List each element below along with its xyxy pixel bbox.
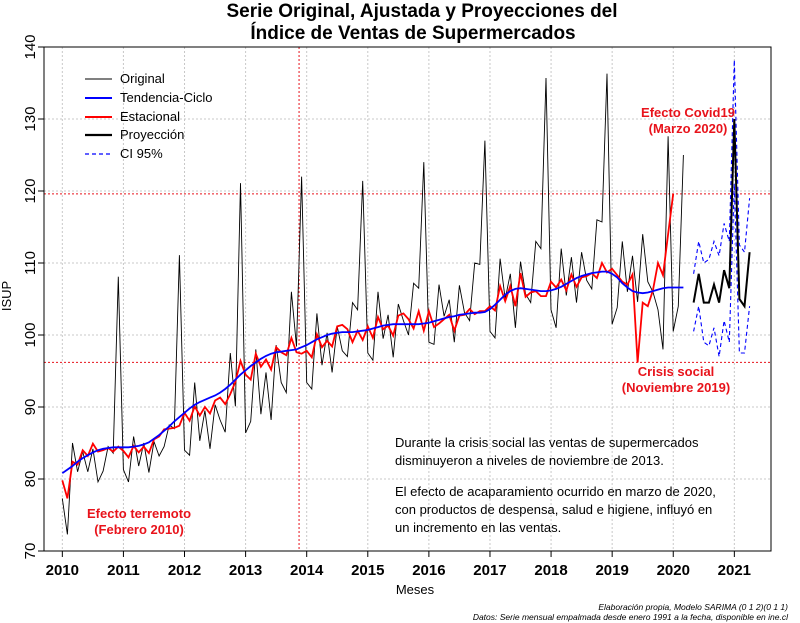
x-tick-label: 2015 <box>351 562 384 579</box>
legend-label-projection: Proyección <box>120 127 184 142</box>
series-original-line <box>61 73 684 535</box>
y-tick-label: 80 <box>22 471 39 488</box>
plot-frame <box>43 46 772 552</box>
x-tick-label: 2013 <box>229 562 262 579</box>
x-tick-label: 2020 <box>657 562 690 579</box>
annotation-earthquake-line1: Efecto terremoto <box>87 506 191 521</box>
annotation-covid-line2: (Marzo 2020) <box>649 121 728 136</box>
x-tick-label: 2012 <box>168 562 201 579</box>
x-tick-label: 2014 <box>290 562 324 579</box>
note-crisis-line2: disminuyeron a niveles de noviembre de 2… <box>395 453 664 468</box>
series-group <box>61 59 751 535</box>
footnote-model: Elaboración propia, Modelo SARIMA (0 1 2… <box>598 602 788 612</box>
y-axis-title: ISUP <box>0 281 14 311</box>
y-tick-label: 70 <box>22 543 39 560</box>
note-hoarding-line3: un incremento en las ventas. <box>395 520 561 535</box>
legend-label-original: Original <box>120 71 165 86</box>
series-ci-lower-line <box>693 183 751 357</box>
x-tick-label: 2010 <box>46 562 79 579</box>
x-axis-ticks: 2010 2011 2012 2013 2014 2015 2016 2017 2018 2019… <box>46 551 751 579</box>
legend-label-seasonal: Estacional <box>120 109 180 124</box>
axes <box>43 46 772 552</box>
chart-title-line1: Serie Original, Ajustada y Proyecciones … <box>226 1 617 22</box>
series-ci-upper-line <box>693 59 751 274</box>
x-tick-label: 2011 <box>107 562 140 579</box>
y-tick-label: 90 <box>22 399 39 416</box>
chart-title-line2: Índice de Ventas de Supermercados <box>250 22 575 44</box>
note-hoarding-line1: El efecto de acaparamiento ocurrido en m… <box>395 484 716 499</box>
annotation-covid-line1: Efecto Covid19 <box>641 105 735 120</box>
annotation-crisis-line1: Crisis social <box>638 364 715 379</box>
legend: Original Tendencia-Ciclo Estacional Proy… <box>85 71 213 161</box>
annotation-crisis-line2: (Noviembre 2019) <box>622 380 730 395</box>
x-tick-label: 2018 <box>534 562 567 579</box>
y-tick-label: 130 <box>22 106 39 131</box>
footnote-source: Datos: Serie mensual empalmada desde ene… <box>473 612 789 622</box>
y-tick-label: 100 <box>22 322 39 347</box>
note-crisis-line1: Durante la crisis social las ventas de s… <box>395 435 699 450</box>
y-tick-label: 110 <box>22 251 39 275</box>
x-tick-label: 2021 <box>718 562 751 579</box>
series-projection-line <box>692 118 751 309</box>
series-seasonal-line <box>61 193 675 499</box>
x-tick-label: 2016 <box>412 562 445 579</box>
annotation-earthquake-line2: (Febrero 2010) <box>94 522 184 537</box>
note-hoarding-line2: con productos de despensa, salud e higie… <box>395 502 712 517</box>
y-axis-ticks: 70 80 90 100 110 120 130 140 <box>22 34 44 559</box>
y-tick-label: 140 <box>22 34 39 59</box>
series-trend-line <box>61 270 684 474</box>
reference-lines <box>44 47 771 551</box>
x-tick-label: 2017 <box>473 562 506 579</box>
legend-label-ci: CI 95% <box>120 146 163 161</box>
legend-label-trend: Tendencia-Ciclo <box>120 90 213 105</box>
x-tick-label: 2019 <box>595 562 628 579</box>
x-axis-title: Meses <box>396 582 435 597</box>
y-tick-label: 120 <box>22 178 39 203</box>
